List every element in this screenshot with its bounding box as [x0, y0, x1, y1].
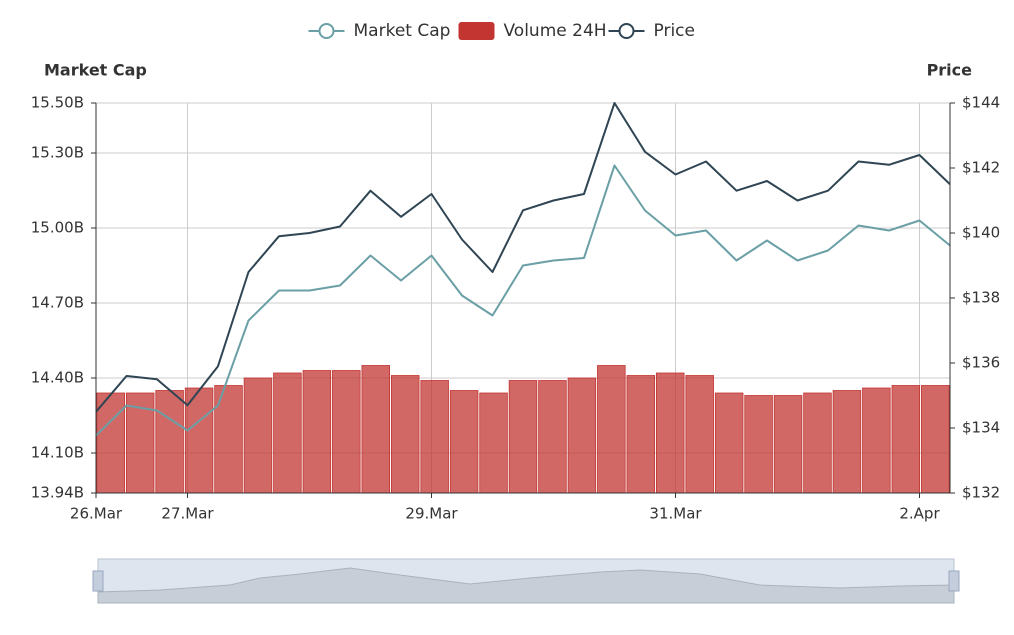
- legend-swatch: [458, 22, 495, 40]
- y2-tick-label: $140: [962, 224, 1000, 242]
- bar: [184, 387, 214, 493]
- legend: Market Cap Volume 24H Price: [308, 21, 695, 41]
- x-tick-label: 26.Mar: [70, 505, 123, 523]
- zoom-handle-left[interactable]: [92, 570, 104, 592]
- y-tick-label: 15.00B: [31, 219, 84, 237]
- data-zoom[interactable]: [92, 558, 960, 604]
- bar: [891, 385, 921, 493]
- y2-tick-label: $132: [962, 484, 1000, 502]
- bar: [685, 375, 714, 493]
- bar: [96, 392, 125, 493]
- bar: [567, 377, 597, 493]
- x-tick-label: 29.Mar: [405, 505, 458, 523]
- y-tick-label: 14.70B: [31, 294, 84, 312]
- bar: [803, 392, 832, 493]
- legend-label: Market Cap: [354, 21, 451, 41]
- bar: [155, 390, 184, 493]
- y2-tick-label: $142: [962, 159, 1000, 177]
- bar: [302, 370, 332, 493]
- zoom-handle-right[interactable]: [948, 570, 960, 592]
- y2-tick-label: $134: [962, 419, 1000, 437]
- bar: [390, 375, 420, 493]
- line: [96, 164, 950, 437]
- x-tick-label: 2.Apr: [899, 505, 940, 523]
- bar: [332, 370, 361, 493]
- bar: [449, 390, 479, 493]
- bar: [597, 365, 626, 493]
- legend-item[interactable]: Market Cap: [308, 21, 451, 41]
- bar: [862, 387, 891, 493]
- legend-symbol: [318, 23, 335, 39]
- bar: [243, 377, 273, 493]
- line: [96, 102, 950, 413]
- y2-tick-label: $138: [962, 289, 1000, 307]
- bar: [744, 395, 773, 493]
- bar: [921, 385, 950, 493]
- bar: [714, 392, 744, 493]
- y2-axis-title: Price: [927, 61, 973, 80]
- y2-tick-label: $144: [962, 94, 1000, 112]
- bar: [832, 390, 862, 493]
- legend-item[interactable]: Price: [608, 21, 695, 41]
- y-tick-label: 13.94B: [31, 484, 84, 502]
- bar: [420, 380, 449, 493]
- y2-tick-label: $136: [962, 354, 1000, 372]
- bar-series: [96, 365, 950, 493]
- y-axis-title: Market Cap: [44, 61, 147, 80]
- x-tick-label: 27.Mar: [161, 505, 214, 523]
- x-tick-label: 31.Mar: [649, 505, 702, 523]
- y-tick-label: 15.50B: [31, 94, 84, 112]
- legend-label: Volume 24H: [504, 21, 607, 41]
- bar: [656, 372, 685, 493]
- bar: [773, 395, 803, 493]
- y-tick-label: 14.40B: [31, 369, 84, 387]
- bar: [508, 380, 538, 493]
- legend-item[interactable]: Volume 24H: [458, 21, 607, 41]
- legend-symbol: [618, 23, 635, 39]
- y-tick-label: 14.10B: [31, 444, 84, 462]
- bar: [479, 392, 508, 493]
- bar: [273, 372, 302, 493]
- bar: [538, 380, 567, 493]
- bar: [361, 365, 390, 493]
- legend-label: Price: [654, 21, 695, 41]
- bar: [626, 375, 656, 493]
- y-tick-label: 15.30B: [31, 144, 84, 162]
